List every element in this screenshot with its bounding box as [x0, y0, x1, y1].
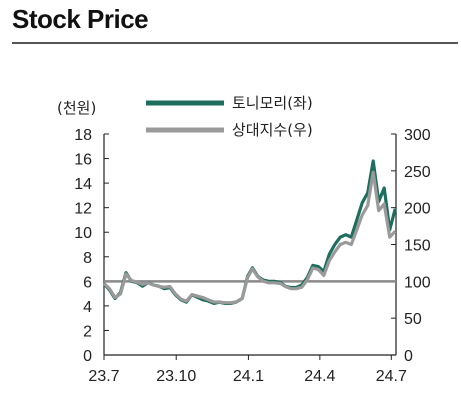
right-tick-label: 0 [404, 348, 413, 365]
left-tick-label: 0 [83, 348, 92, 365]
left-tick-label: 4 [83, 299, 92, 316]
title-divider [12, 42, 458, 44]
left-tick-label: 16 [74, 152, 92, 169]
right-tick-label: 300 [404, 127, 431, 144]
right-y-tick-labels: 0 50 100 150 200 250 300 [391, 127, 431, 365]
right-tick-label: 100 [404, 274, 431, 291]
relative-index-series-line [102, 170, 397, 305]
left-tick-label: 12 [74, 201, 92, 218]
legend-label-relative: 상대지수(우) [232, 121, 313, 139]
left-axis-unit: (천원) [57, 99, 96, 117]
x-tick-labels: 23.7 23.10 24.1 24.4 24.7 [88, 355, 407, 385]
series-lines [102, 159, 397, 305]
right-tick-label: 200 [404, 201, 431, 218]
left-tick-label: 6 [83, 274, 92, 291]
legend-label-price: 토니모리(좌) [232, 94, 313, 112]
x-tick-label: 24.4 [304, 368, 335, 385]
left-tick-label: 2 [83, 323, 92, 340]
left-tick-label: 8 [83, 250, 92, 267]
x-tick-label: 24.7 [376, 368, 407, 385]
left-tick-label: 10 [74, 225, 92, 242]
right-tick-label: 250 [404, 164, 431, 181]
x-tick-label: 23.10 [156, 368, 196, 385]
right-tick-label: 50 [404, 311, 422, 328]
page-title: Stock Price [12, 4, 149, 34]
left-tick-label: 14 [74, 176, 92, 193]
x-tick-label: 23.7 [88, 368, 119, 385]
right-tick-label: 150 [404, 238, 431, 255]
x-tick-label: 24.1 [233, 368, 264, 385]
left-tick-label: 18 [74, 127, 92, 144]
chart-legend: 토니모리(좌) 상대지수(우) [146, 94, 313, 139]
left-y-tick-labels: 0 2 4 6 8 10 12 14 16 18 [74, 127, 109, 365]
